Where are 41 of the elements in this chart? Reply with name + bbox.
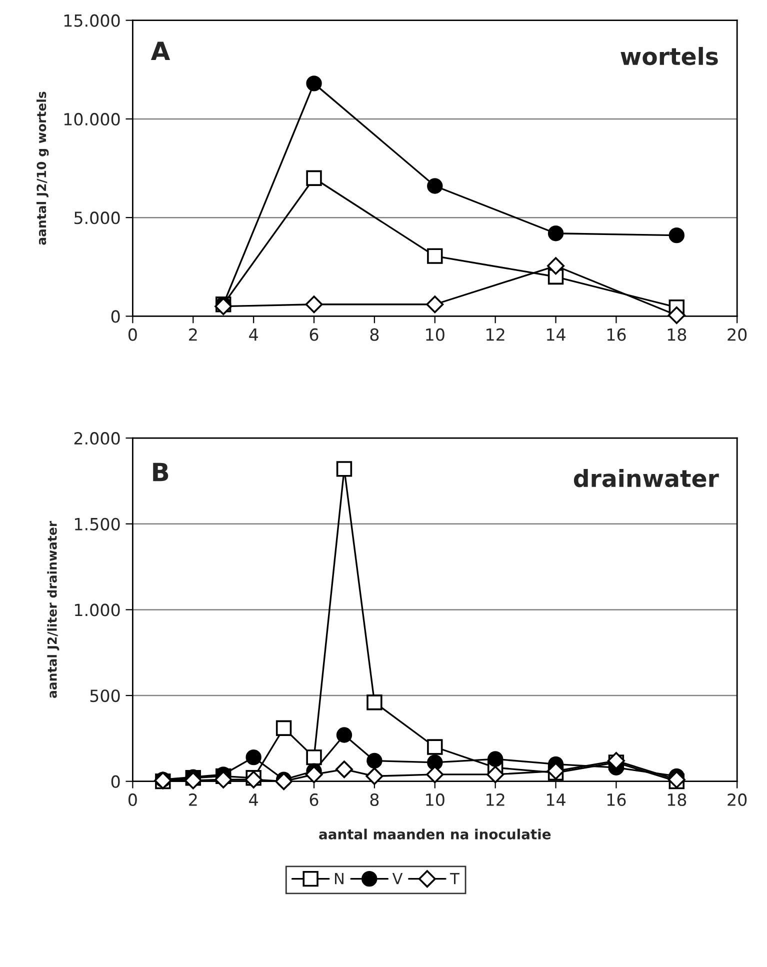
x-tick-label: 6 bbox=[310, 328, 318, 341]
x-tick-label: 8 bbox=[370, 328, 379, 341]
y-tick-label: 5.000 bbox=[74, 212, 120, 224]
x-tick-label: 14 bbox=[546, 328, 566, 341]
x-tick-label: 16 bbox=[607, 328, 626, 341]
x-tick-label: 0 bbox=[128, 328, 137, 341]
y-tick-label: 0 bbox=[111, 310, 120, 323]
x-tick-label: 8 bbox=[370, 793, 379, 806]
x-tick-label: 18 bbox=[668, 793, 686, 806]
legend-label: N bbox=[334, 873, 344, 884]
x-tick-label: 6 bbox=[310, 793, 318, 806]
y-tick-label: 0 bbox=[111, 775, 120, 788]
x-tick-label: 20 bbox=[728, 793, 747, 806]
y-tick-label: 1.000 bbox=[75, 604, 120, 616]
y-tick-label: 1.500 bbox=[75, 518, 120, 530]
annotation: B bbox=[153, 462, 168, 482]
y-tick-label: 10.000 bbox=[64, 112, 120, 126]
y-tick-label: 2.000 bbox=[74, 432, 120, 445]
x-tick-label: 0 bbox=[128, 793, 137, 806]
y-axis-title: aantal J2/liter drainwater bbox=[47, 520, 60, 698]
x-tick-label: 4 bbox=[249, 794, 258, 806]
y-tick-label: 500 bbox=[90, 689, 120, 702]
y-axis-title: aantal J2/10 g wortels bbox=[36, 92, 49, 245]
x-tick-label: 16 bbox=[607, 793, 626, 806]
x-tick-label: 20 bbox=[728, 328, 747, 341]
x-tick-label: 4 bbox=[249, 328, 258, 341]
x-tick-label: 12 bbox=[486, 793, 504, 806]
annotation: wortels bbox=[620, 46, 718, 66]
annotation: drainwater bbox=[574, 468, 719, 488]
y-tick-label: 15.000 bbox=[64, 14, 120, 27]
legend-label: T bbox=[450, 873, 460, 884]
x-tick-label: 12 bbox=[486, 328, 504, 341]
x-tick-label: 2 bbox=[189, 328, 197, 341]
x-axis-title: aantal maanden na inoculatie bbox=[319, 828, 551, 840]
x-tick-label: 18 bbox=[668, 328, 686, 341]
annotation: A bbox=[150, 42, 170, 60]
x-tick-label: 10 bbox=[426, 793, 444, 806]
x-tick-label: 2 bbox=[189, 793, 197, 806]
x-tick-label: 14 bbox=[546, 794, 566, 806]
x-tick-label: 10 bbox=[426, 328, 444, 341]
legend-label: V bbox=[392, 873, 403, 884]
